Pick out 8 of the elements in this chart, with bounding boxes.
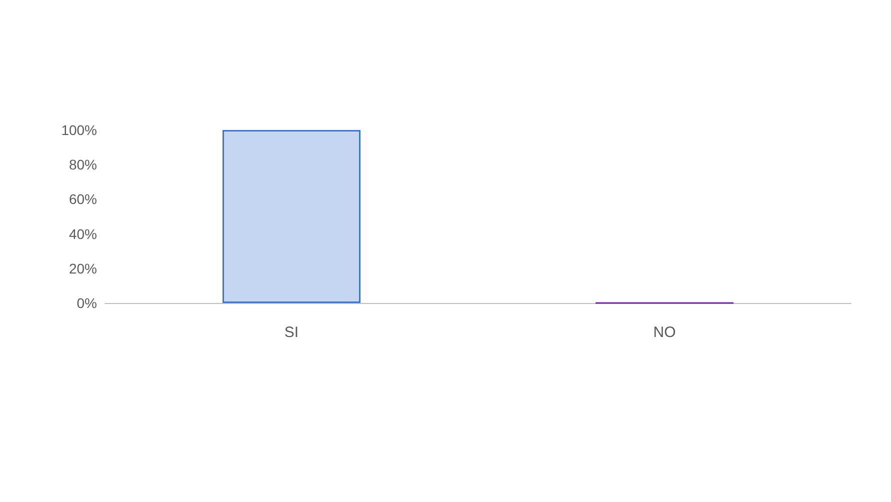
y-tick-label: 40% (68, 226, 97, 242)
x-tick-label: NO (653, 324, 676, 341)
x-tick-label: SI (284, 324, 299, 341)
y-tick-label: 20% (68, 260, 97, 276)
y-tick-label: 100% (61, 122, 97, 138)
y-tick-label: 80% (68, 156, 97, 173)
y-tick-label: 60% (68, 191, 97, 208)
y-tick-label: 0% (76, 295, 97, 311)
